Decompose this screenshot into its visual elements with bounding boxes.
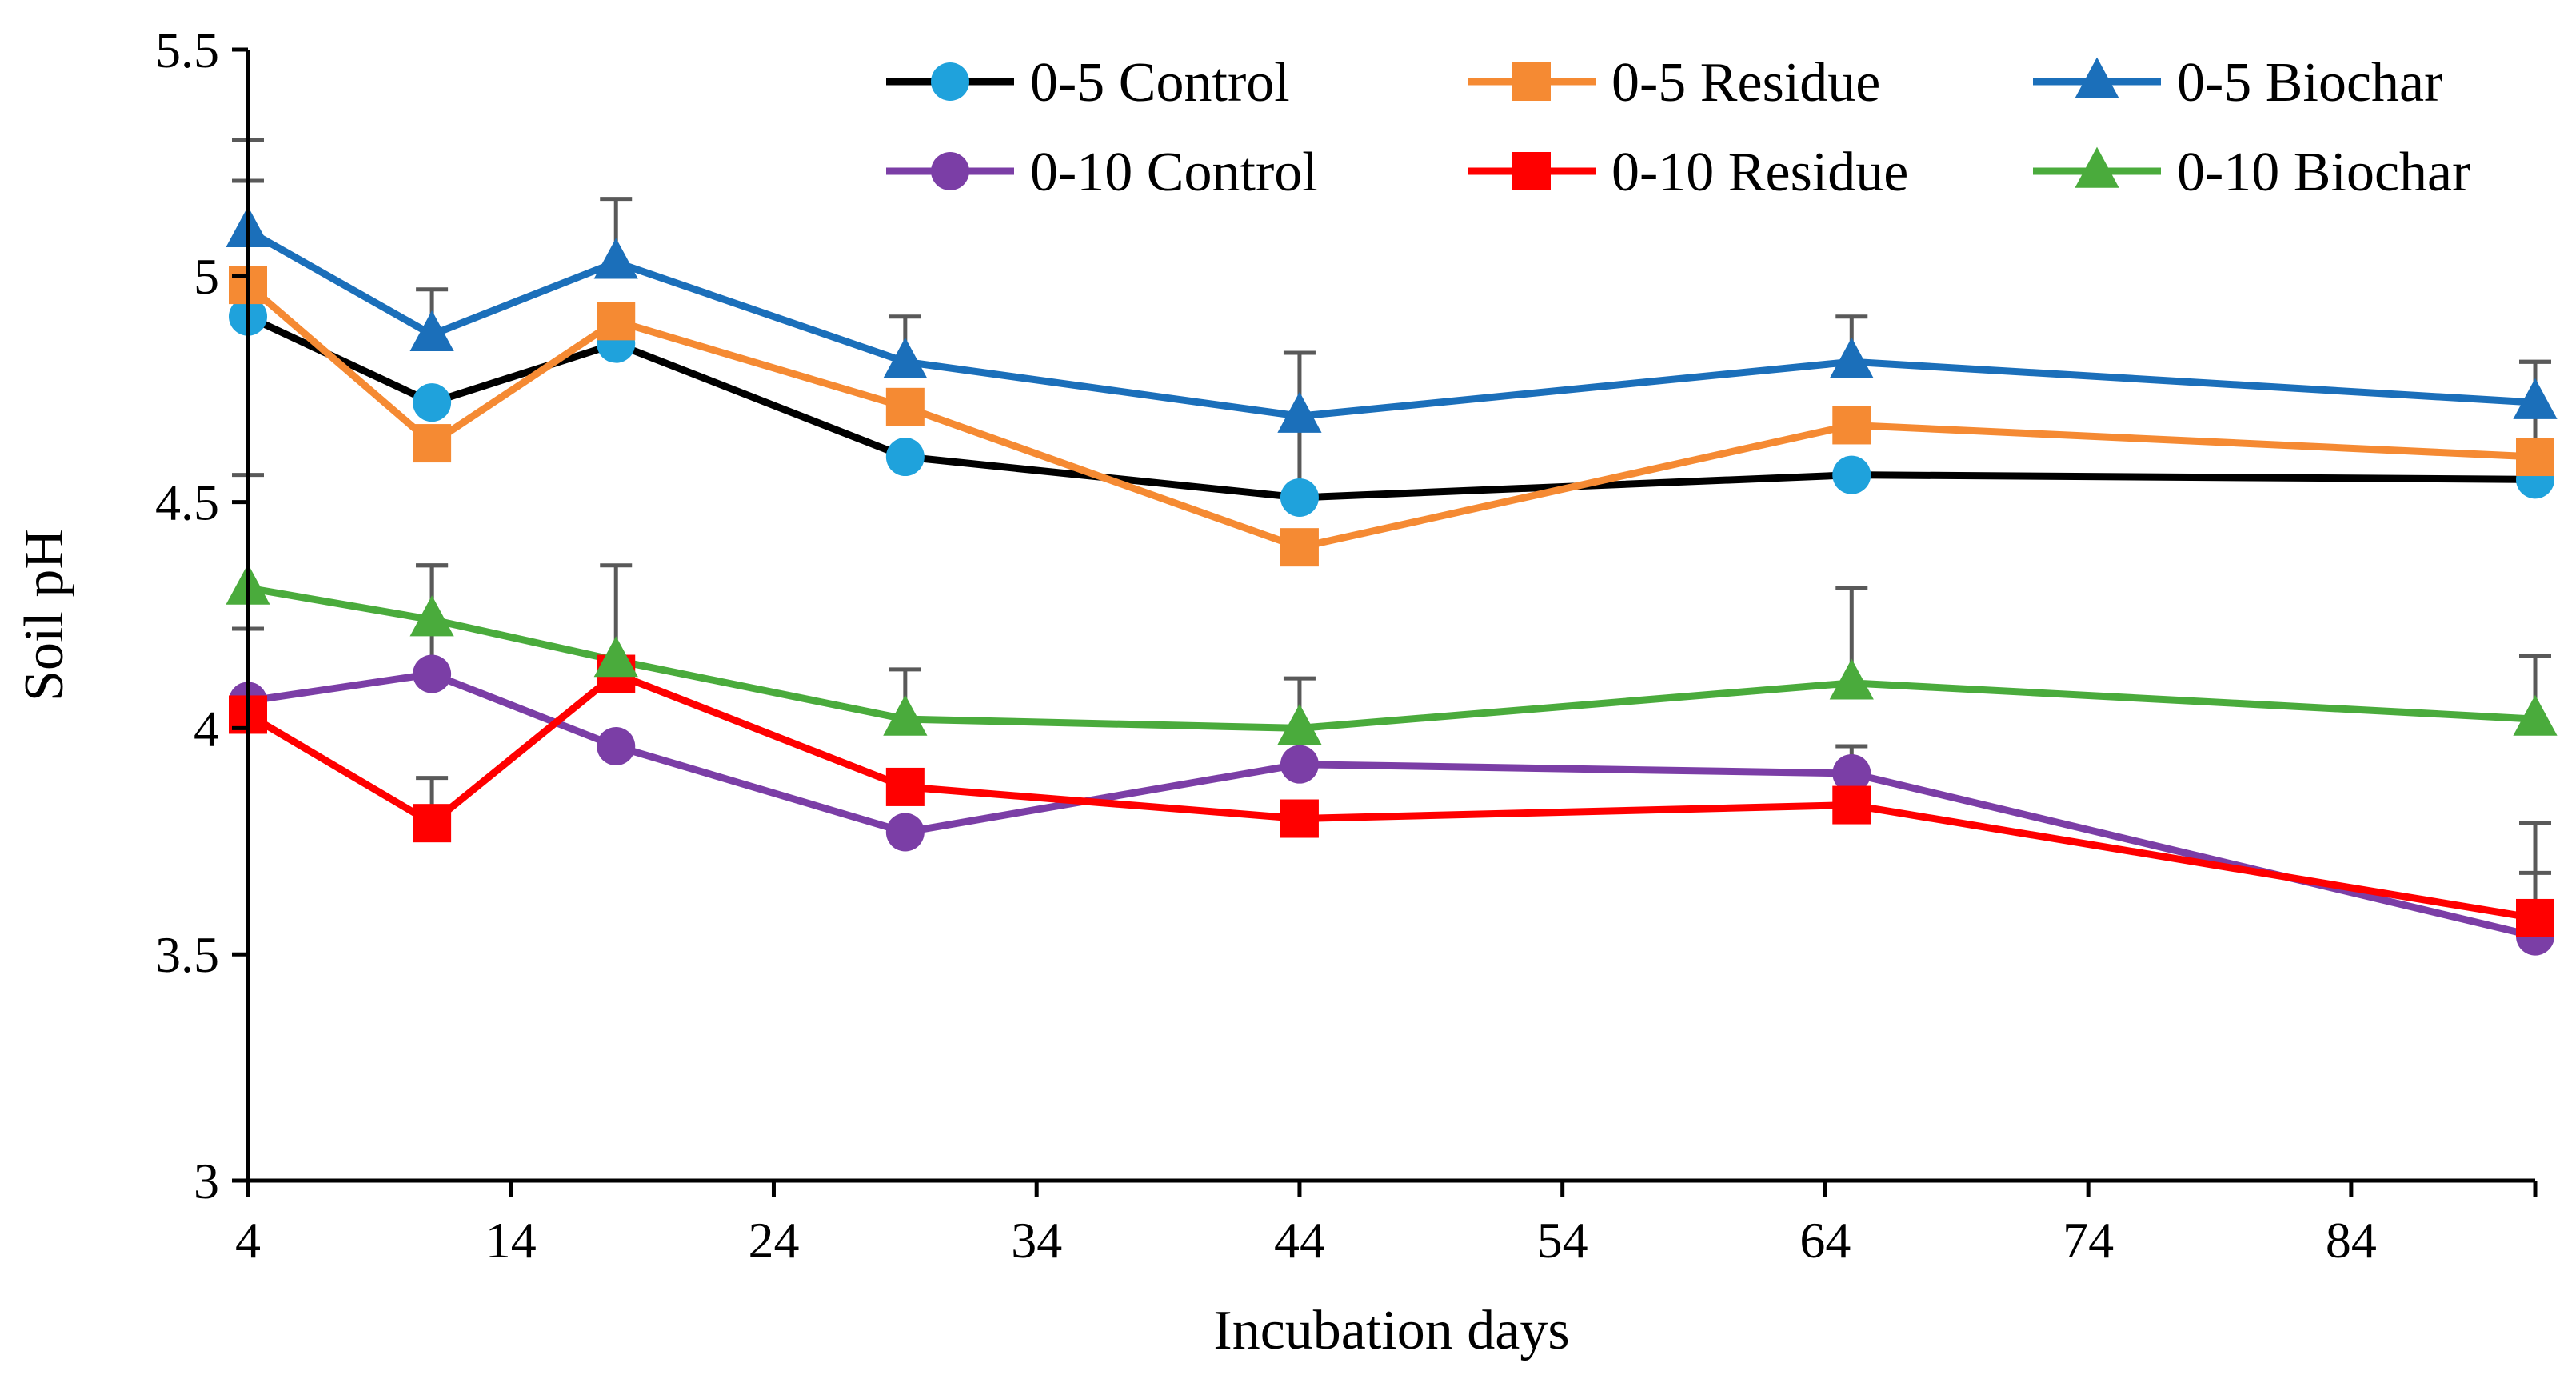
data-point <box>2516 438 2554 477</box>
data-point <box>597 302 636 341</box>
legend-marker <box>1512 152 1551 190</box>
data-point <box>1280 799 1319 838</box>
legend-marker <box>2075 57 2119 98</box>
x-tick-label: 64 <box>1799 1212 1851 1269</box>
legend-marker <box>1512 62 1551 101</box>
y-tick-label: 5 <box>194 248 219 305</box>
legend-marker <box>2075 146 2119 188</box>
series-line-4 <box>247 670 2537 940</box>
series-line-2 <box>246 282 2536 551</box>
x-tick-label: 4 <box>235 1212 261 1269</box>
ticks-layer: 3 3.5 4 4.5 5 5.5 4 14 24 34 44 54 64 74 84 <box>155 22 2538 1269</box>
data-point <box>413 424 452 463</box>
y-tick-label: 3.5 <box>155 926 219 983</box>
x-tick-label: 24 <box>748 1212 799 1269</box>
data-point <box>1829 337 1874 378</box>
data-point <box>413 804 452 843</box>
x-tick-label: 84 <box>2326 1212 2377 1269</box>
data-point <box>885 387 925 426</box>
data-point <box>409 310 454 352</box>
data-point <box>1280 745 1319 784</box>
data-point <box>1277 704 1322 745</box>
legend-label: 0-5 Control <box>1030 52 1290 114</box>
y-axis-title: Soil pH <box>14 529 75 701</box>
data-point <box>1280 528 1319 567</box>
x-tick-label: 44 <box>1274 1212 1325 1269</box>
axes-layer <box>246 50 2535 1183</box>
data-point <box>1832 406 1871 445</box>
series-lines-layer <box>246 227 2537 940</box>
legend-item: 0-5 Biochar <box>2033 52 2442 114</box>
legend-label: 0-10 Control <box>1030 142 1318 203</box>
series-line-5 <box>246 670 2536 922</box>
legend-label: 0-10 Biochar <box>2177 142 2470 203</box>
data-point <box>1277 391 1322 433</box>
data-point <box>1832 785 1871 825</box>
legend-item: 0-5 Control <box>886 52 1290 114</box>
data-point <box>409 595 454 637</box>
series-line-6 <box>247 584 2536 732</box>
legend-label: 0-5 Residue <box>1611 52 1880 114</box>
data-point <box>2513 694 2558 736</box>
data-point <box>413 383 452 422</box>
legend-item: 0-5 Residue <box>1468 52 1880 114</box>
data-point <box>2516 898 2554 937</box>
legend-item: 0-10 Control <box>886 142 1318 203</box>
legend-label: 0-5 Biochar <box>2177 52 2442 114</box>
data-point <box>597 727 636 766</box>
y-tick-label: 4.5 <box>155 474 219 531</box>
data-point <box>883 337 928 378</box>
data-point <box>885 767 925 806</box>
y-tick-label: 4 <box>194 700 219 757</box>
data-point <box>2513 378 2558 419</box>
legend-marker <box>931 62 969 101</box>
series-line-3 <box>246 227 2536 420</box>
data-point <box>883 694 928 736</box>
data-point <box>885 813 925 852</box>
x-tick-label: 14 <box>485 1212 537 1269</box>
legend-item: 0-10 Residue <box>1468 142 1908 203</box>
data-point <box>1829 658 1874 700</box>
data-point <box>413 654 452 693</box>
x-tick-label: 34 <box>1011 1212 1062 1269</box>
y-tick-label: 5.5 <box>155 22 219 78</box>
x-axis-title: Incubation days <box>1213 1300 1569 1361</box>
series-markers-layer <box>226 206 2558 956</box>
legend-item: 0-10 Biochar <box>2033 142 2470 203</box>
legend: 0-5 Control 0-5 Residue 0-5 Biochar 0-10 Co… <box>886 52 2470 203</box>
x-tick-label: 54 <box>1537 1212 1588 1269</box>
data-point <box>593 238 638 279</box>
legend-marker <box>931 152 969 190</box>
data-point <box>1832 455 1871 494</box>
legend-label: 0-10 Residue <box>1611 142 1908 203</box>
data-point <box>885 438 925 477</box>
data-point <box>593 636 638 678</box>
data-point <box>1832 753 1871 793</box>
y-tick-label: 3 <box>194 1153 219 1209</box>
x-tick-label: 74 <box>2063 1212 2114 1269</box>
data-point <box>1280 478 1319 517</box>
